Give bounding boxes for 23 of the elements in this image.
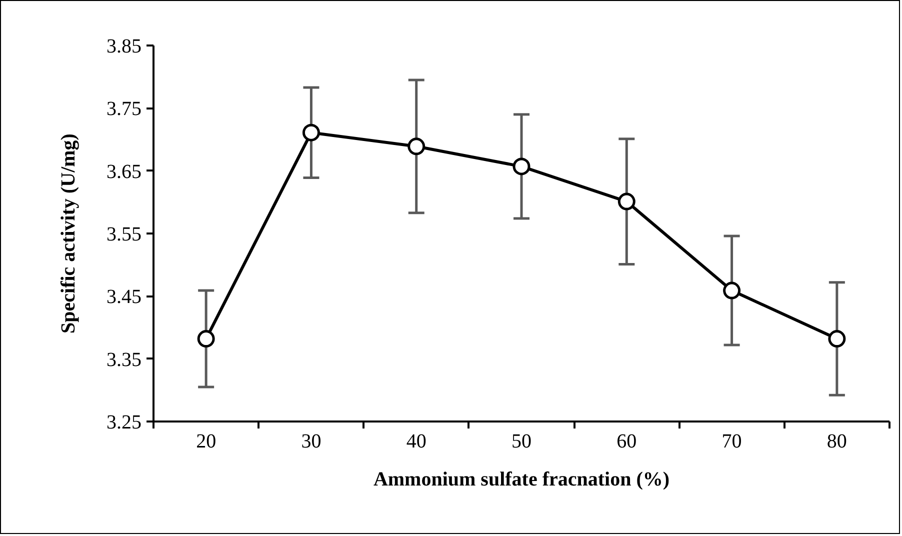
x-tick-label: 40: [406, 430, 426, 452]
x-tick-label: 80: [826, 430, 847, 452]
point: [302, 124, 320, 142]
point: [723, 282, 741, 300]
x-tick-label: 20: [196, 430, 216, 452]
point: [408, 138, 426, 156]
y-tick-label: 3.65: [106, 160, 142, 183]
x-tick-label: 50: [512, 430, 532, 452]
point: [197, 330, 215, 348]
x-tick-label: 30: [301, 430, 322, 452]
y-tick-label: 3.55: [106, 224, 142, 246]
point: [512, 158, 530, 176]
y-tick-label: 3.25: [106, 412, 142, 434]
y-tick-label: 3.75: [106, 98, 142, 120]
point: [828, 330, 846, 348]
y-tick-label: 3.85: [106, 36, 142, 58]
y-tick-label: 3.45: [106, 286, 142, 308]
x-tick-label: 60: [616, 430, 637, 452]
y-axis-title: Specific activity (U/mg): [58, 134, 80, 334]
x-tick-label: 70: [722, 430, 742, 452]
y-tick-label: 3.35: [106, 348, 142, 371]
point: [618, 192, 636, 210]
x-axis-title: Ammonium sulfate fracnation (%): [373, 468, 670, 490]
